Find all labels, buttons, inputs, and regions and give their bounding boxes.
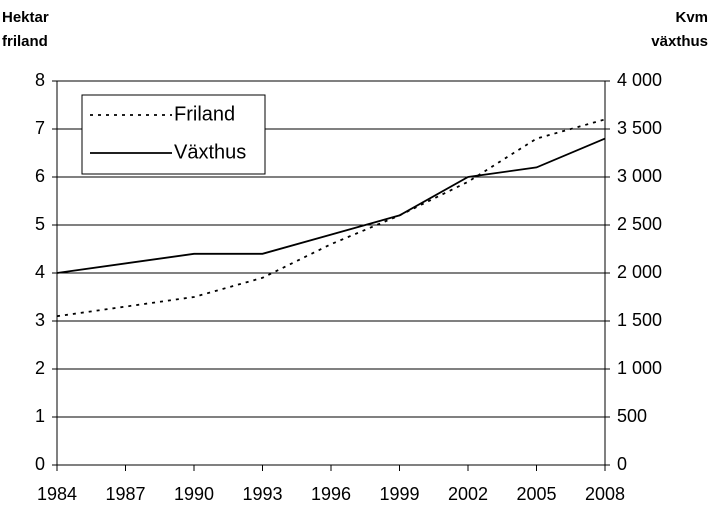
- y2-tick-label: 2 500: [617, 214, 662, 234]
- y2-tick-label: 500: [617, 406, 647, 426]
- y-tick-label: 2: [35, 358, 45, 378]
- y2-tick-label: 1 000: [617, 358, 662, 378]
- x-tick-label: 2005: [516, 484, 556, 504]
- legend: Friland Växthus: [81, 94, 266, 175]
- y-tick-label: 0: [35, 454, 45, 474]
- legend-box: [81, 94, 266, 175]
- x-tick-label: 1999: [379, 484, 419, 504]
- x-tick-label: 2008: [585, 484, 625, 504]
- x-tick-label: 2002: [448, 484, 488, 504]
- y2-tick-label: 2 000: [617, 262, 662, 282]
- y2-tick-label: 3 000: [617, 166, 662, 186]
- y-tick-label: 4: [35, 262, 45, 282]
- y-tick-label: 8: [35, 70, 45, 90]
- y2-tick-label: 0: [617, 454, 627, 474]
- y2-tick-label: 3 500: [617, 118, 662, 138]
- y-tick-label: 3: [35, 310, 45, 330]
- axis-title-line: Kvm: [675, 9, 708, 26]
- x-tick-label: 1987: [105, 484, 145, 504]
- y-tick-label: 5: [35, 214, 45, 234]
- line-series: [56, 137, 606, 274]
- x-tick-label: 1996: [311, 484, 351, 504]
- y2-tick-label: 4 000: [617, 70, 662, 90]
- y-tick-label: 7: [35, 118, 45, 138]
- x-tick-label: 1990: [174, 484, 214, 504]
- legend-label: Friland: [174, 103, 235, 125]
- x-tick-label: 1984: [37, 484, 77, 504]
- axis-title-line: växthus: [651, 33, 708, 50]
- y2-tick-label: 1 500: [617, 310, 662, 330]
- line-series: [56, 118, 606, 318]
- axis-title: Hektar friland: [2, 9, 49, 50]
- axis-title: Kvm växthus: [651, 9, 708, 50]
- x-tick-label: 1993: [242, 484, 282, 504]
- axis-title-line: Hektar: [2, 9, 49, 26]
- axis-title-line: friland: [2, 33, 48, 50]
- legend-label: Växthus: [174, 141, 246, 163]
- y-tick-label: 1: [35, 406, 45, 426]
- y-tick-label: 6: [35, 166, 45, 186]
